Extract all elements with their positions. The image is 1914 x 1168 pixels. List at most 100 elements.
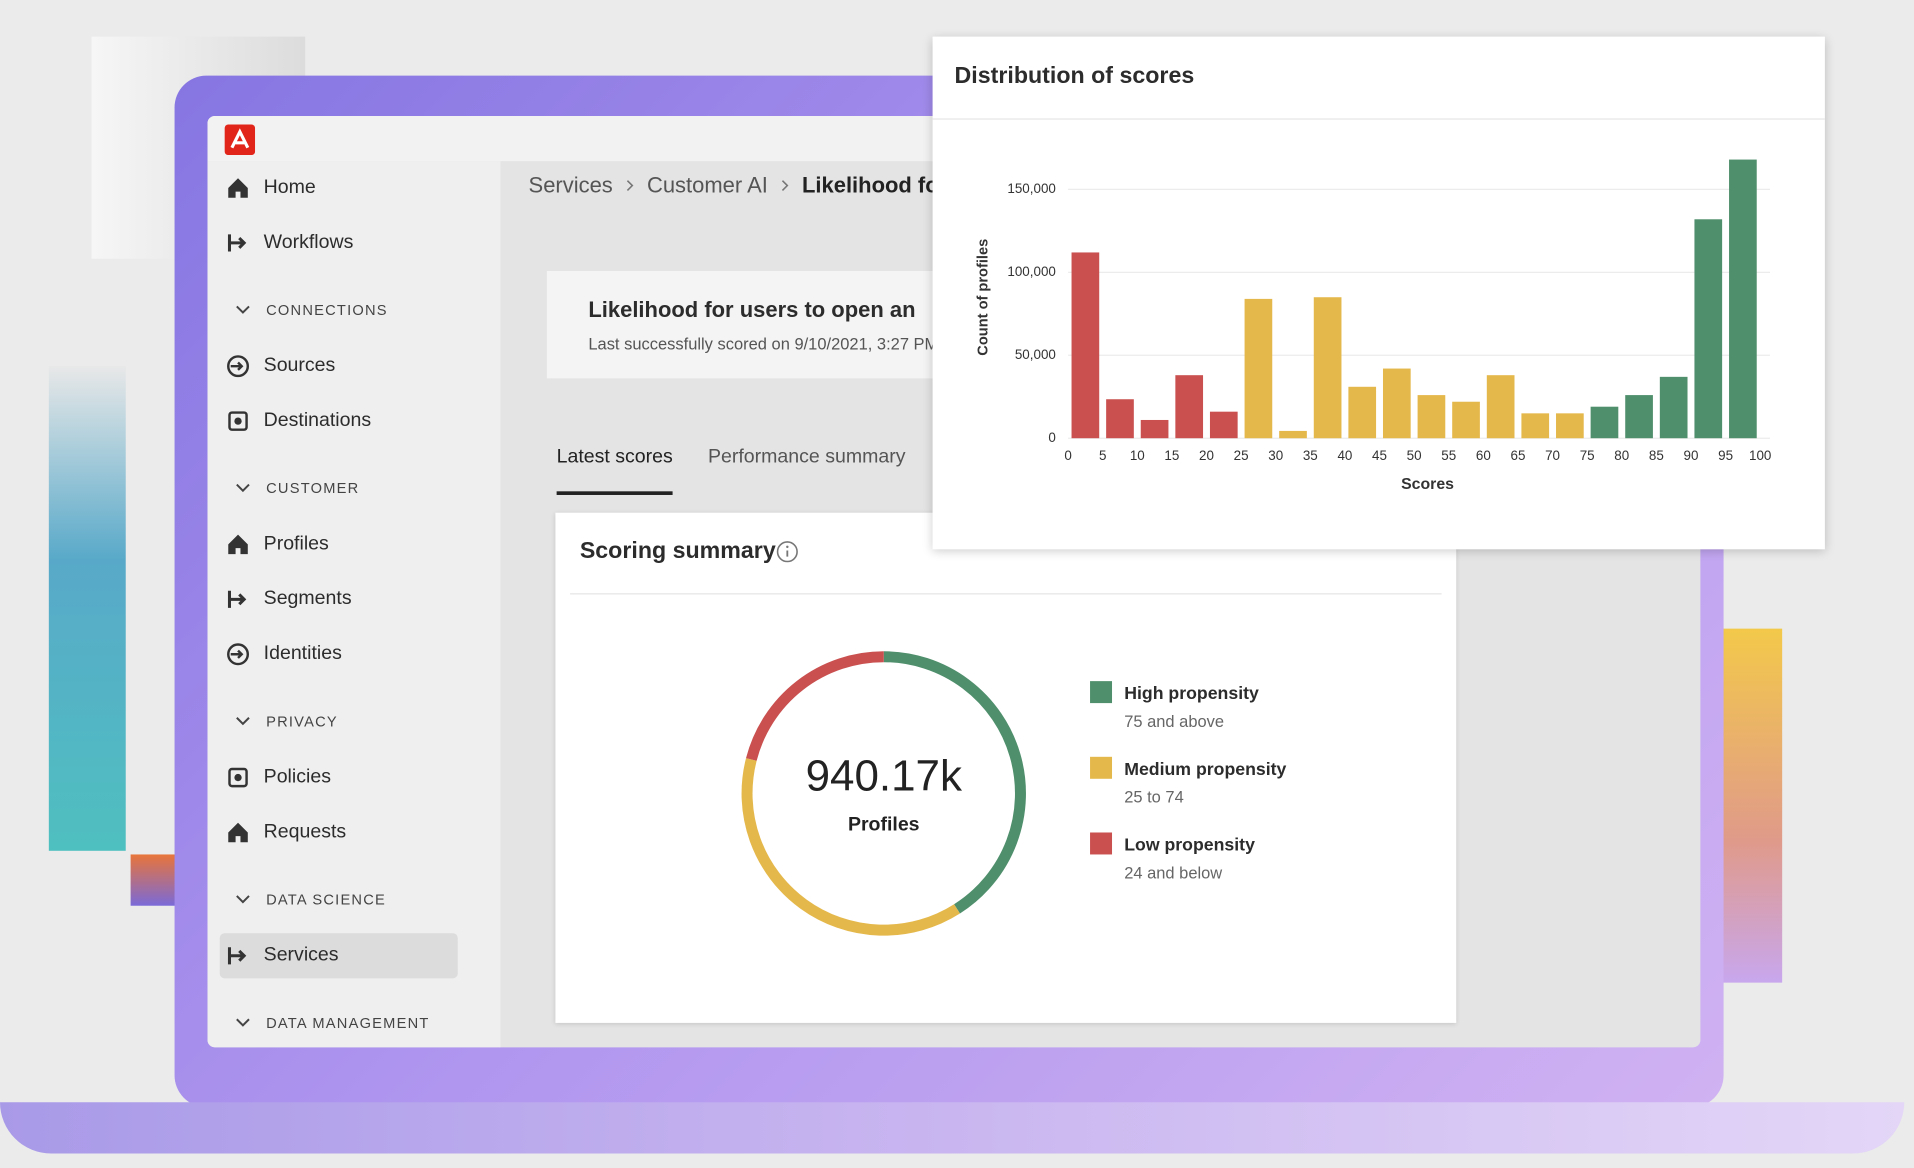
bar <box>1071 252 1100 439</box>
x-tick-label: 30 <box>1268 448 1283 463</box>
deco-yellow <box>1721 628 1783 983</box>
bar <box>1175 375 1204 439</box>
y-tick-label: 100,000 <box>1007 264 1055 279</box>
legend-description: 75 and above <box>1124 713 1224 731</box>
bar <box>1140 419 1169 439</box>
bar <box>1348 386 1377 439</box>
x-tick-label: 45 <box>1372 448 1387 463</box>
bar <box>1625 395 1653 439</box>
bar <box>1313 297 1342 439</box>
bar <box>1729 159 1757 439</box>
y-tick-label: 0 <box>1048 430 1055 445</box>
section-chevron[interactable] <box>234 894 251 906</box>
breadcrumb-item[interactable]: Customer AI <box>646 172 768 198</box>
donut-segment <box>746 651 884 761</box>
nav-icon <box>227 355 250 378</box>
nav-item[interactable]: Destinations <box>263 410 372 431</box>
x-tick-label: 50 <box>1407 448 1422 463</box>
x-tick-label: 5 <box>1099 448 1106 463</box>
model-card: Likelihood for users to open an Last suc… <box>546 270 962 379</box>
histogram: 0 50,000 100,000 150,000 0 5 10 15 20 25 30 35 40 45 5… <box>976 159 1771 493</box>
nav-item[interactable]: Identities <box>263 643 342 665</box>
legend-name: Low propensity <box>1124 835 1255 855</box>
deco-teal <box>48 366 126 851</box>
nav-icon <box>228 767 248 788</box>
nav-icon <box>227 643 250 666</box>
chart-title: Distribution of scores <box>954 63 1195 90</box>
nav-section[interactable]: CONNECTIONS <box>266 301 388 319</box>
bar <box>1521 413 1550 439</box>
x-tick-label: 95 <box>1718 448 1733 463</box>
info-icon[interactable] <box>775 540 799 564</box>
section-chevron[interactable] <box>234 304 251 316</box>
nav-active-bg <box>219 933 458 979</box>
model-subtitle: Last successfully scored on 9/10/2021, 3… <box>588 335 939 354</box>
x-tick-label: 90 <box>1684 448 1699 463</box>
nav-item[interactable]: Workflows <box>263 231 354 253</box>
x-tick-label: 0 <box>1064 448 1071 463</box>
x-tick-label: 15 <box>1164 448 1179 463</box>
nav-item[interactable]: Home <box>263 176 316 198</box>
nav-item[interactable]: Segments <box>263 588 352 610</box>
bar <box>1382 368 1411 439</box>
x-tick-label: 85 <box>1649 448 1664 463</box>
bar <box>1106 399 1134 439</box>
deco-orange <box>130 854 180 906</box>
x-tick-label: 65 <box>1510 448 1525 463</box>
nav-section[interactable]: DATA MANAGEMENT <box>266 1014 430 1032</box>
bar <box>1659 376 1688 439</box>
tab[interactable]: Performance summary <box>707 446 906 468</box>
x-tick-label: 25 <box>1234 448 1249 463</box>
nav-icon <box>228 411 248 431</box>
y-axis-label: Count of profiles <box>976 239 992 356</box>
model-title: Likelihood for users to open an <box>588 297 916 322</box>
nav-item[interactable]: Sources <box>263 355 336 376</box>
y-tick-label: 150,000 <box>1007 181 1055 196</box>
nav-item[interactable]: Services <box>263 944 339 966</box>
x-tick-label: 20 <box>1199 448 1214 463</box>
section-chevron[interactable] <box>234 1017 251 1029</box>
y-tick-label: 50,000 <box>1015 347 1056 362</box>
section-chevron[interactable] <box>234 482 251 494</box>
legend-swatch <box>1090 756 1113 779</box>
x-tick-label: 70 <box>1545 448 1560 463</box>
nav-section[interactable]: DATA SCIENCE <box>266 891 387 909</box>
x-tick-label: 10 <box>1130 448 1145 463</box>
x-tick-label: 80 <box>1614 448 1629 463</box>
nav-item[interactable]: Policies <box>263 766 331 788</box>
card-title: Scoring summary <box>579 538 776 564</box>
bar <box>1417 395 1446 439</box>
divider <box>570 593 1442 595</box>
nav-icon <box>228 178 248 198</box>
x-tick-label: 75 <box>1580 448 1595 463</box>
bar <box>1486 375 1515 439</box>
tab[interactable]: Latest scores <box>556 446 673 468</box>
donut-center-value: 940.17k <box>806 751 963 800</box>
laptop-base <box>0 1102 1905 1154</box>
sidebar <box>207 161 501 1048</box>
legend-swatch <box>1090 832 1113 855</box>
breadcrumb-separator <box>781 180 789 191</box>
bar <box>1452 401 1480 439</box>
donut-segment <box>741 758 960 936</box>
breadcrumb-separator <box>626 180 634 191</box>
nav-section[interactable]: CUSTOMER <box>266 479 360 497</box>
nav-item[interactable]: Requests <box>263 821 347 843</box>
scoring-card: Scoring summary High propensity 75 and ab… <box>555 512 1457 1023</box>
app-logo[interactable] <box>224 124 256 156</box>
bar <box>1590 406 1619 439</box>
section-chevron[interactable] <box>234 715 251 727</box>
breadcrumb-item[interactable]: Services <box>528 172 613 198</box>
donut-chart: High propensity 75 and above Medium propen… <box>741 651 1287 936</box>
x-tick-label: 35 <box>1303 448 1318 463</box>
nav-item[interactable]: Profiles <box>263 533 329 555</box>
legend-description: 25 to 74 <box>1124 789 1184 807</box>
divider <box>932 118 1825 120</box>
legend-description: 24 and below <box>1124 864 1222 882</box>
nav-icon <box>227 234 247 252</box>
x-tick-label: 60 <box>1476 448 1491 463</box>
nav-section[interactable]: PRIVACY <box>266 712 338 730</box>
bar <box>1244 298 1273 439</box>
